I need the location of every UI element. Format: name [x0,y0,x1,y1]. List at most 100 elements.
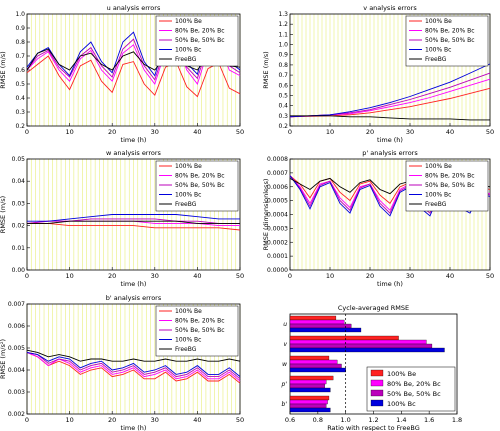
legend-label: 100% Be [175,308,202,315]
legend-swatch [370,399,384,407]
chart-title: u analysis errors [107,4,161,12]
legend-box [155,160,239,212]
legend-label: 100% Be [425,18,452,25]
y-tick-label: 0.004 [8,367,25,374]
legend-label: 100% Be [425,163,452,170]
y-tick-label: 0.00 [12,267,26,274]
legend-label: 80% Be, 20% Bc [425,28,475,35]
bar [289,403,327,409]
y-tick-label: 0.0000 [267,267,288,274]
bar [289,327,362,333]
plot-frame [26,158,241,271]
x-axis-label: time (h) [377,280,403,288]
bar [289,363,342,369]
x-tick-label: 0 [25,272,29,280]
x-tick-label: 30 [406,272,414,280]
legend-label: 50% Be, 50% Bc [387,390,441,398]
y-tick-label: 0.6 [278,82,288,89]
legend-box [155,15,239,67]
x-axis-label: time (h) [377,136,403,144]
legend-label: 100% Bc [387,400,416,408]
category-label: v [283,341,287,348]
legend-label: 50% Be, 50% Bc [425,37,475,44]
y-tick-label: 0.8 [278,62,288,69]
y-tick-label: 0.002 [8,411,25,418]
bar [289,315,337,321]
y-tick-label: 1.3 [278,11,288,18]
y-tick-label: 0.0003 [267,225,288,232]
chart-title: b' analysis errors [106,294,162,302]
y-tick-label: 0.2 [278,123,288,130]
category-label: p' [281,381,288,388]
x-tick-label: 40 [193,416,201,424]
y-tick-label: 0.0005 [267,198,288,205]
x-tick-label: 20 [108,128,116,136]
y-tick-label: 0.03 [12,200,26,207]
x-axis-label: time (h) [121,424,147,431]
x-tick-label: 10 [65,272,73,280]
y-tick-label: 0.4 [278,103,288,110]
legend-label: 100% Bc [175,47,201,54]
bar [289,375,334,381]
legend-swatch [370,389,384,397]
legend-swatch [370,369,384,377]
plot-frame [26,303,241,415]
legend-label: 80% Be, 20% Bc [175,318,225,325]
series-line [26,351,241,380]
bar [289,407,331,413]
legend-label: 100% Bc [425,47,451,54]
bar [289,339,427,345]
y-tick-label: 0.4 [15,95,25,102]
x-tick-label: 10 [65,128,73,136]
bar [289,399,328,405]
bar [289,395,330,401]
x-tick-label: 20 [366,272,374,280]
legend-label: FreeBG [175,346,197,353]
x-tick-label: 0 [288,128,292,136]
bar [289,319,345,325]
bar [289,355,330,361]
y-tick-label: 0.007 [8,301,25,308]
x-tick-label: 1.8 [452,416,462,424]
series-line [26,218,240,224]
x-tick-label: 30 [151,272,159,280]
chart-title: Cycle-averaged RMSE [338,304,409,312]
legend-label: 100% Bc [175,337,201,344]
y-tick-label: 0.7 [15,53,25,60]
legend-box [405,160,489,212]
x-tick-label: 40 [446,128,454,136]
y-tick-label: 0.0007 [267,170,288,177]
legend: 100% Be 80% Be, 20% Bc 50% Be, 50% Bc 100% … [405,15,489,67]
y-axis-label: RMSE (m/s²) [0,339,7,379]
series-line [26,351,241,382]
chart-title: p' analysis errors [362,149,418,157]
y-axis-label: RMSE (m/s) [0,51,7,88]
legend-label: 50% Be, 50% Bc [425,182,475,189]
legend-label: FreeBG [175,56,197,63]
legend: 100% Be 80% Be, 20% Bc 50% Be, 50% Bc 100% … [366,366,456,412]
x-tick-label: 0 [288,272,292,280]
series-line [27,220,240,224]
bar [289,359,338,365]
y-axis-label: RMSE (m/s) [262,51,270,88]
bar [289,383,325,389]
chart-title: w analysis errors [106,149,162,157]
y-tick-label: 1.2 [278,21,288,28]
x-tick-label: 0.8 [313,416,323,424]
legend-label: 100% Be [387,370,416,378]
x-tick-label: 30 [151,416,159,424]
cycle-lines [26,304,241,414]
y-tick-label: 0.0004 [267,212,288,219]
x-tick-label: 40 [193,272,201,280]
y-tick-label: 0.8 [15,39,25,46]
x-tick-label: 10 [326,272,334,280]
bar [289,343,433,349]
x-axis-label: time (h) [121,136,147,144]
legend-label: 100% Bc [425,192,451,199]
y-tick-label: 0.006 [8,323,25,330]
category-label: u [283,321,287,328]
y-tick-label: 0.04 [12,178,26,185]
legend: 100% Be 80% Be, 20% Bc 50% Be, 50% Bc 100% … [405,160,489,212]
series-line [26,351,241,384]
